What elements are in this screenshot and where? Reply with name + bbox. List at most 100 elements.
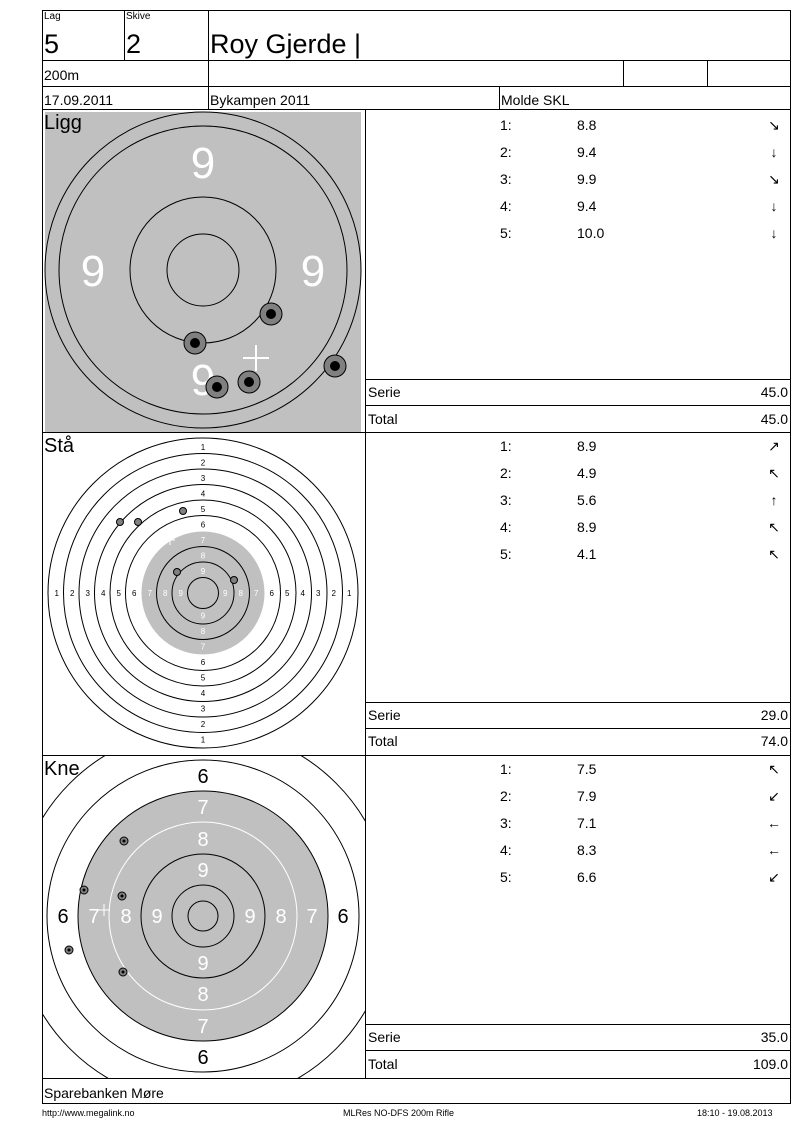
ring-label: 6 xyxy=(57,906,68,928)
total-value: 74.0 xyxy=(760,733,788,749)
total-value: 109.0 xyxy=(752,1056,788,1072)
ring-label: 9 xyxy=(151,906,162,928)
ring-label: 7 xyxy=(197,797,208,819)
section-title-sta: Stå xyxy=(44,435,75,457)
ring-label: 5 xyxy=(201,673,206,682)
shot-holes xyxy=(116,507,238,584)
direction-arrow-icon: ↙ xyxy=(768,788,780,804)
shot-score: 9.9 xyxy=(577,171,597,187)
shot-score: 7.5 xyxy=(577,761,597,777)
footer-timestamp: 18:10 - 19.08.2013 xyxy=(697,1108,773,1118)
ring-label: 9 xyxy=(201,611,206,620)
event-name: Bykampen 2011 xyxy=(210,92,311,108)
direction-arrow-icon: ↘ xyxy=(768,171,780,187)
ring-label: 2 xyxy=(70,589,75,598)
date: 17.09.2011 xyxy=(44,92,114,108)
ring-label: 6 xyxy=(132,589,137,598)
ring-label: 1 xyxy=(201,735,206,744)
target-sta: 1 1 1 1 2 2 2 2 3 3 3 3 4 4 4 4 5 5 5 5 6 6 6 6 7 7 7 7 8 8 8 8 9 9 9 9 xyxy=(47,437,359,749)
ring-label: 9 xyxy=(197,860,208,882)
ring-label-top: 9 xyxy=(191,139,215,188)
shot-number: 3: xyxy=(500,815,512,831)
shot-number: 4: xyxy=(500,842,512,858)
ring-label: 8 xyxy=(201,627,206,636)
direction-arrow-icon: ↓ xyxy=(770,198,778,214)
ring-label: 8 xyxy=(197,829,208,851)
ring-label: 4 xyxy=(301,589,306,598)
ring-label: 5 xyxy=(285,589,290,598)
direction-arrow-icon: ↙ xyxy=(768,869,780,885)
shot-number: 5: xyxy=(500,546,512,562)
shot-score: 9.4 xyxy=(577,198,597,214)
shot-score: 5.6 xyxy=(577,492,597,508)
direction-arrow-icon: ↖ xyxy=(768,519,780,535)
ring-label: 6 xyxy=(270,589,275,598)
ring-label: 9 xyxy=(244,906,255,928)
direction-arrow-icon: ↗ xyxy=(768,438,780,454)
ring-label: 2 xyxy=(201,720,206,729)
shot-number: 2: xyxy=(500,144,512,160)
direction-arrow-icon: ↖ xyxy=(768,546,780,562)
ring-label: 4 xyxy=(101,589,106,598)
lag-label: Lag xyxy=(44,11,61,22)
ring-label: 3 xyxy=(316,589,321,598)
shot-score: 9.4 xyxy=(577,144,597,160)
total-label: Total xyxy=(368,733,398,749)
direction-arrow-icon: ← xyxy=(767,842,781,858)
ring-label: 2 xyxy=(201,458,206,467)
skive-label: Skive xyxy=(126,11,151,22)
ring-label: 5 xyxy=(201,505,206,514)
shot-score: 8.9 xyxy=(577,519,597,535)
target-kne: 6 7 8 9 9 8 7 6 6 7 8 9 9 8 7 6 xyxy=(43,756,365,1078)
target-ligg: 9 9 9 9 xyxy=(44,111,362,432)
footer-program: MLRes NO-DFS 200m Rifle xyxy=(343,1108,455,1118)
lag-value: 5 xyxy=(44,29,60,59)
shot-holes xyxy=(183,302,347,399)
ring-label: 8 xyxy=(275,906,286,928)
ring-label: 8 xyxy=(120,906,131,928)
serie-value: 35.0 xyxy=(760,1029,788,1045)
shot-score: 10.0 xyxy=(577,225,605,241)
ring-label: 8 xyxy=(239,589,244,598)
direction-arrow-icon: ↑ xyxy=(770,492,778,508)
serie-label: Serie xyxy=(368,707,401,723)
shot-number: 3: xyxy=(500,492,512,508)
sponsor-name: Sparebanken Møre xyxy=(44,1085,164,1101)
ring-label: 6 xyxy=(337,906,348,928)
shot-number: 1: xyxy=(500,438,512,454)
shot-number: 1: xyxy=(500,117,512,133)
ring-label: 6 xyxy=(201,520,206,529)
shot-number: 1: xyxy=(500,761,512,777)
shot-score: 4.1 xyxy=(577,546,597,562)
ring-label: 8 xyxy=(197,984,208,1006)
ring-label: 7 xyxy=(197,1016,208,1038)
shot-holes xyxy=(64,836,129,977)
ring-label-right: 9 xyxy=(301,247,325,296)
direction-arrow-icon: ↖ xyxy=(768,465,780,481)
shot-number: 5: xyxy=(500,869,512,885)
shot-number: 5: xyxy=(500,225,512,241)
ring-label: 5 xyxy=(117,589,122,598)
ring-label: 9 xyxy=(201,567,206,576)
skive-value: 2 xyxy=(126,29,142,59)
ring-label: 7 xyxy=(148,589,153,598)
total-label: Total xyxy=(368,411,398,427)
shot-number: 4: xyxy=(500,519,512,535)
club-name: Molde SKL xyxy=(501,92,570,108)
direction-arrow-icon: ↓ xyxy=(770,144,778,160)
ring-label: 9 xyxy=(223,589,228,598)
serie-value: 45.0 xyxy=(760,384,788,400)
ring-label: 6 xyxy=(197,766,208,788)
ring-label: 7 xyxy=(201,536,206,545)
distance: 200m xyxy=(44,67,80,83)
ring-label: 7 xyxy=(306,906,317,928)
shot-number: 4: xyxy=(500,198,512,214)
ring-label: 7 xyxy=(88,906,99,928)
shot-score: 8.9 xyxy=(577,438,597,454)
ring-label: 2 xyxy=(332,589,337,598)
section-title-kne: Kne xyxy=(44,758,80,780)
shot-number: 3: xyxy=(500,171,512,187)
ring-label: 4 xyxy=(201,689,206,698)
footer-url[interactable]: http://www.megalink.no xyxy=(42,1108,135,1118)
shot-score: 4.9 xyxy=(577,465,597,481)
